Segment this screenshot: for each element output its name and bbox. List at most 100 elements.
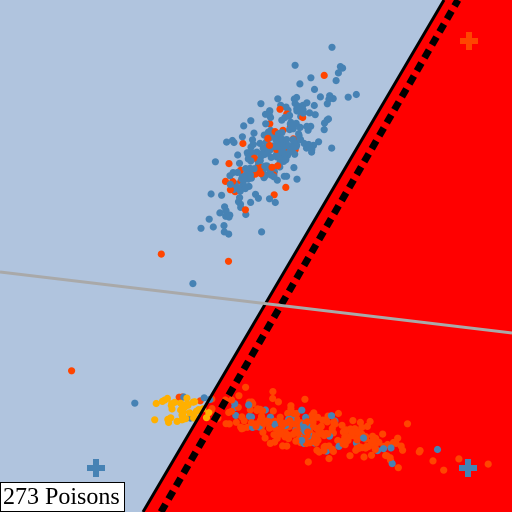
point-orange — [259, 428, 267, 436]
point-blue — [226, 180, 234, 188]
point-orange — [349, 417, 357, 425]
point-orange — [320, 447, 328, 455]
point-orange — [429, 457, 437, 465]
point-blue — [218, 191, 226, 199]
point-orange — [386, 454, 394, 462]
point-blue — [261, 162, 269, 170]
point-blue — [298, 406, 306, 414]
point-poison — [190, 412, 198, 420]
point-orange — [455, 455, 463, 463]
point-blue — [387, 444, 395, 452]
point-blue — [275, 129, 284, 137]
point-orange — [348, 428, 356, 436]
point-blue — [247, 198, 255, 206]
point-blue — [352, 90, 360, 99]
point-blue — [328, 43, 336, 51]
point-blue — [320, 126, 328, 134]
point-orange — [264, 134, 272, 142]
point-blue — [207, 190, 215, 198]
point-orange — [304, 458, 312, 466]
point-orange — [360, 453, 368, 461]
point-orange — [269, 407, 277, 415]
point-blue — [226, 172, 234, 180]
point-orange — [276, 413, 284, 421]
point-blue — [261, 110, 270, 118]
point-orange — [403, 420, 412, 428]
point-blue — [247, 157, 255, 165]
point-blue — [310, 101, 318, 110]
point-blue — [278, 148, 286, 156]
point-orange — [269, 388, 277, 396]
point-orange — [304, 428, 312, 436]
point-orange — [325, 455, 333, 463]
point-blue — [344, 93, 352, 101]
point-orange — [282, 183, 290, 191]
point-blue — [326, 92, 334, 100]
point-orange — [225, 420, 233, 428]
point-orange — [283, 442, 291, 450]
point-orange — [274, 162, 282, 170]
point-orange — [276, 430, 284, 438]
point-blue — [334, 69, 342, 77]
centroid-markers — [87, 32, 478, 477]
point-blue — [250, 129, 258, 137]
point-poison — [167, 414, 175, 422]
point-blue — [293, 93, 301, 102]
point-blue — [258, 228, 266, 236]
point-blue — [388, 460, 396, 468]
point-orange — [371, 445, 379, 454]
point-orange — [339, 437, 347, 445]
point-blue — [225, 230, 233, 238]
point-blue — [299, 109, 307, 117]
point-blue — [311, 111, 319, 119]
point-orange — [257, 170, 265, 178]
point-poison — [152, 399, 160, 408]
point-blue — [234, 151, 242, 159]
decision-region-blue — [0, 0, 444, 512]
point-blue — [205, 215, 213, 223]
point-blue — [262, 120, 270, 128]
point-blue — [256, 139, 264, 147]
centroid-marker-orange — [460, 32, 478, 50]
point-orange — [262, 417, 270, 425]
point-blue — [247, 413, 256, 421]
point-orange — [319, 416, 327, 424]
point-blue — [246, 164, 254, 172]
point-orange — [379, 430, 387, 438]
point-orange — [484, 460, 492, 468]
point-blue — [303, 99, 311, 107]
point-orange — [258, 412, 266, 420]
point-orange — [369, 436, 377, 444]
point-orange — [235, 392, 243, 400]
point-orange — [394, 464, 402, 472]
point-blue — [316, 93, 324, 101]
point-orange — [294, 429, 302, 437]
point-orange — [224, 257, 233, 265]
point-blue — [307, 74, 315, 82]
point-orange — [440, 466, 448, 474]
point-blue — [433, 445, 442, 454]
point-blue — [220, 222, 228, 230]
point-blue — [270, 173, 278, 181]
point-orange — [252, 420, 261, 428]
point-blue — [298, 436, 306, 444]
point-blue — [281, 114, 289, 122]
point-blue — [209, 223, 217, 231]
point-orange — [346, 452, 354, 460]
point-orange — [238, 413, 246, 421]
point-blue — [247, 117, 255, 125]
point-orange — [394, 434, 402, 442]
point-blue — [222, 207, 230, 215]
centroid-marker-blue — [459, 459, 477, 477]
point-orange — [287, 419, 295, 427]
point-orange — [320, 432, 328, 440]
point-blue — [282, 156, 290, 164]
point-poison — [177, 406, 185, 414]
point-blue — [271, 420, 279, 428]
point-blue — [289, 136, 297, 144]
point-blue — [225, 213, 233, 221]
poison-count-label: 273 Poisons — [0, 482, 125, 512]
point-orange — [306, 439, 314, 447]
point-blue — [290, 143, 299, 151]
